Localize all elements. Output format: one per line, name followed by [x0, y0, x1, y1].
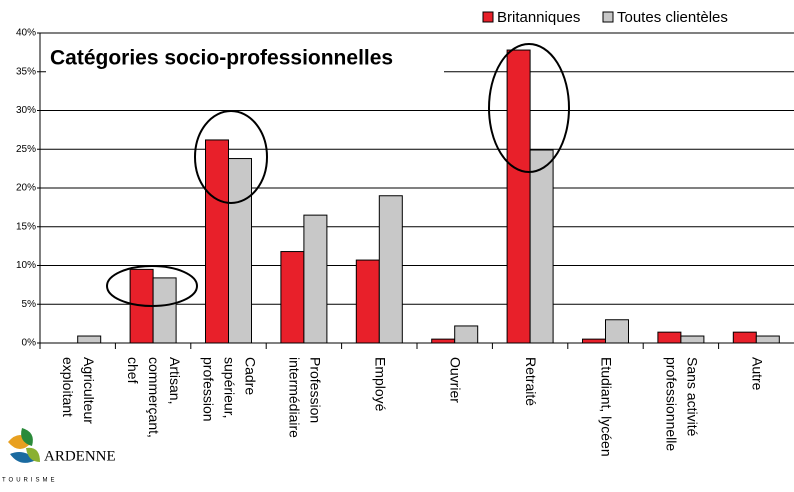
- bar: [657, 331, 682, 344]
- logo-name: ARDENNE: [44, 448, 116, 464]
- x-tick-label: Artisan,commerçant,chef: [125, 357, 183, 438]
- x-tick-label: Retraité: [523, 357, 539, 406]
- y-tick-label: 10%: [16, 260, 36, 271]
- bar: [303, 214, 328, 344]
- bar: [582, 338, 606, 344]
- legend-swatch: [482, 11, 494, 23]
- bar: [205, 139, 229, 344]
- x-tick-label: Employé: [373, 357, 389, 412]
- x-tick-label: Agriculteurexploitant: [60, 357, 97, 424]
- y-tick-label: 40%: [16, 28, 36, 39]
- y-tick-label: 35%: [16, 66, 36, 77]
- legend-label: Toutes clientèles: [617, 9, 728, 26]
- y-tick-label: 25%: [16, 144, 36, 155]
- bar: [755, 335, 780, 344]
- legend-swatch: [602, 11, 614, 23]
- highlight: [488, 43, 570, 173]
- x-tick-label: Autre: [750, 357, 766, 391]
- x-tick-label: Professionintermédiaire: [287, 357, 324, 438]
- bar: [454, 325, 479, 344]
- bar: [680, 335, 705, 344]
- bar: [228, 158, 252, 344]
- highlight: [106, 265, 198, 307]
- bar: [77, 335, 102, 344]
- bar: [605, 319, 629, 344]
- bar: [506, 49, 531, 344]
- highlight: [194, 110, 268, 204]
- logo-sub: TOURISME: [2, 478, 58, 484]
- chart-title: Catégories socio-professionnelles: [50, 47, 393, 70]
- bar: [355, 259, 380, 344]
- y-tick-label: 5%: [22, 299, 37, 310]
- bar: [431, 338, 456, 344]
- bar: [378, 195, 403, 344]
- legend-label: Britanniques: [497, 9, 580, 26]
- x-tick-label: Cadresupérieur,profession: [201, 357, 259, 422]
- bar: [529, 149, 554, 344]
- plot-area: 0% 5% 10% 15% 20% 25% 30% 35% 40% Agriculteurexpl…: [16, 28, 794, 457]
- y-tick-label: 30%: [16, 105, 36, 116]
- logo: ARDENNE TOURISME: [2, 428, 116, 484]
- x-tick-label: Etudiant, lycéen: [599, 357, 615, 457]
- title-bg: [46, 44, 444, 74]
- bar: [732, 331, 757, 344]
- x-tick-label: Sans activitéprofessionnelle: [664, 357, 701, 451]
- y-tick-label: 20%: [16, 183, 36, 194]
- bar: [152, 277, 177, 344]
- x-tick-label: Ouvrier: [448, 357, 464, 403]
- y-tick-label: 15%: [16, 221, 36, 232]
- bar: [280, 251, 305, 344]
- y-tick-label: 0%: [22, 338, 37, 349]
